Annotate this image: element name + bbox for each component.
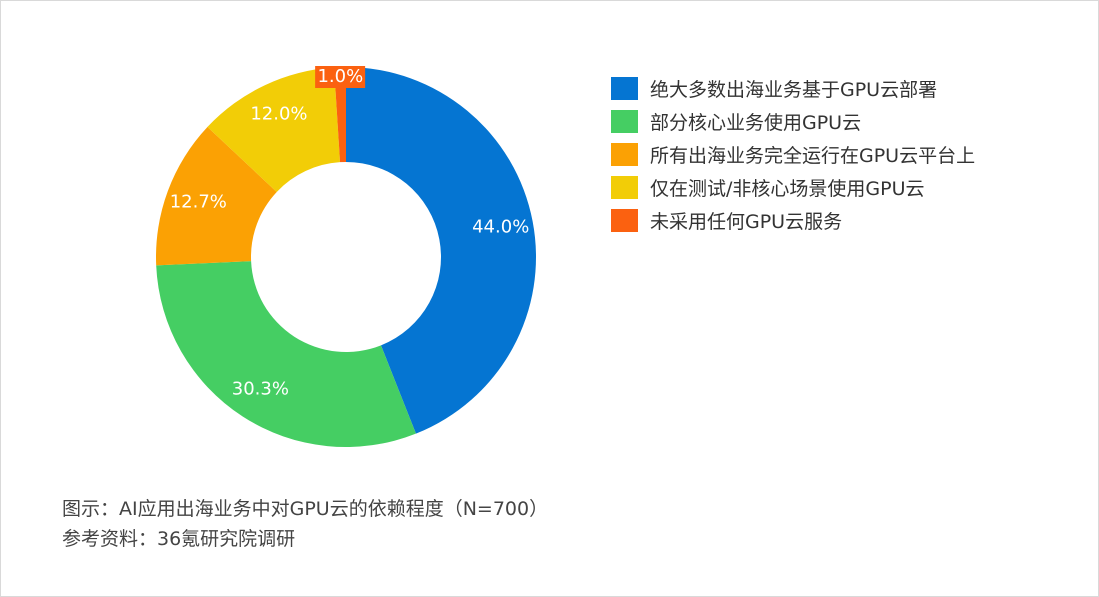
legend-label: 仅在测试/非核心场景使用GPU云 [650,178,925,200]
legend-item-core-business: 部分核心业务使用GPU云 [611,105,975,138]
slice-none [334,67,346,163]
legend-item-no-gpu-cloud: 未采用任何GPU云服务 [611,204,975,237]
caption: 图示：AI应用出海业务中对GPU云的依赖程度（N=700） 参考资料：36氪研究… [62,494,548,554]
slice-value-label: 12.7% [169,191,227,213]
legend-label: 部分核心业务使用GPU云 [650,112,862,134]
slice-majority [346,67,537,434]
legend-item-majority-gpu-cloud: 绝大多数出海业务基于GPU云部署 [611,72,975,105]
legend: 绝大多数出海业务基于GPU云部署 部分核心业务使用GPU云 所有出海业务完全运行… [611,72,975,237]
legend-swatch [611,143,638,166]
slice-value-label: 44.0% [472,216,530,238]
legend-label: 所有出海业务完全运行在GPU云平台上 [650,145,976,167]
chart-title: 图示：AI应用出海业务中对GPU云的依赖程度（N=700） [62,498,549,520]
legend-swatch [611,176,638,199]
slice-test [207,67,341,192]
legend-swatch [611,110,638,133]
legend-item-fully-on-gpu-cloud: 所有出海业务完全运行在GPU云平台上 [611,138,975,171]
slice-value-label: 1.0% [315,66,366,89]
legend-swatch [611,209,638,232]
slice-value-label: 30.3% [231,378,289,400]
slice-full [156,126,277,266]
legend-label: 绝大多数出海业务基于GPU云部署 [650,79,938,101]
legend-label: 未采用任何GPU云服务 [650,211,843,233]
slice-core [156,261,416,447]
legend-swatch [611,77,638,100]
legend-item-test-only: 仅在测试/非核心场景使用GPU云 [611,171,975,204]
slice-value-label: 12.0% [250,103,308,125]
chart-source: 参考资料：36氪研究院调研 [62,528,296,550]
